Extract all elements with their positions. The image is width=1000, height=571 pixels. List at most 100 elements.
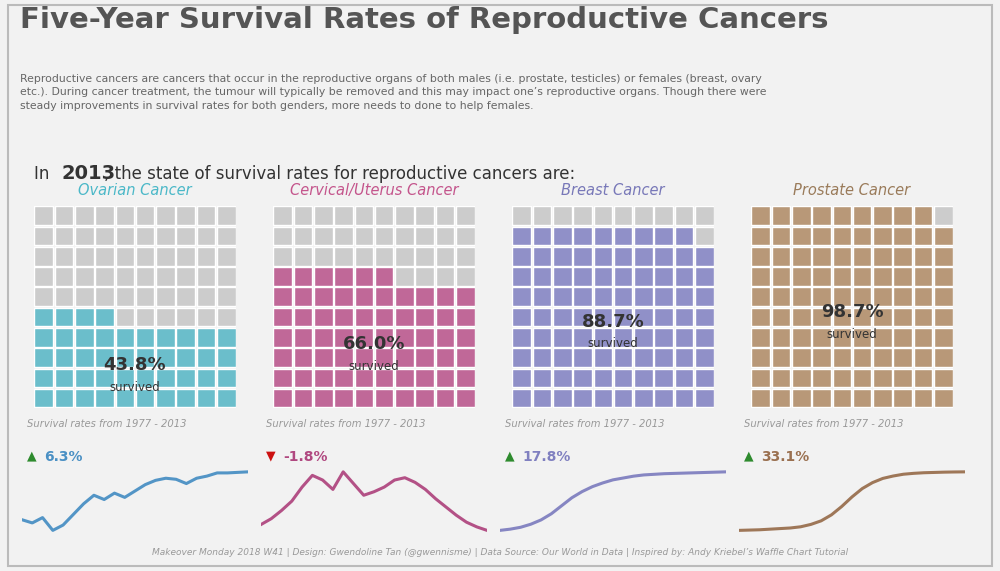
Bar (95, 287, 114, 306)
Bar (75, 287, 94, 306)
Bar (833, 267, 851, 286)
Bar (893, 348, 912, 367)
Bar (116, 328, 134, 347)
Bar (873, 348, 892, 367)
Bar (533, 227, 551, 246)
Bar (176, 206, 195, 225)
Bar (614, 206, 632, 225)
Bar (273, 247, 292, 266)
Bar (914, 389, 932, 408)
Bar (573, 368, 592, 387)
Bar (116, 247, 134, 266)
Bar (594, 328, 612, 347)
Bar (853, 206, 871, 225)
Bar (314, 348, 333, 367)
Bar (751, 328, 770, 347)
Bar (436, 328, 454, 347)
Bar (334, 328, 353, 347)
Bar (573, 267, 592, 286)
Bar (893, 328, 912, 347)
Bar (136, 247, 154, 266)
Bar (34, 368, 53, 387)
Bar (294, 308, 312, 327)
Bar (833, 247, 851, 266)
Bar (176, 267, 195, 286)
Bar (934, 267, 953, 286)
Bar (314, 389, 333, 408)
Bar (512, 389, 531, 408)
Bar (853, 368, 871, 387)
Bar (136, 328, 154, 347)
Bar (772, 389, 790, 408)
Bar (75, 206, 94, 225)
Bar (156, 308, 175, 327)
Bar (375, 287, 393, 306)
Bar (95, 247, 114, 266)
Bar (614, 267, 632, 286)
Bar (273, 227, 292, 246)
Bar (792, 287, 811, 306)
Bar (314, 368, 333, 387)
Bar (375, 389, 393, 408)
Bar (395, 348, 414, 367)
Bar (314, 247, 333, 266)
Bar (197, 206, 215, 225)
Bar (55, 287, 73, 306)
Bar (334, 389, 353, 408)
Bar (614, 247, 632, 266)
Bar (934, 206, 953, 225)
Bar (294, 287, 312, 306)
Bar (792, 206, 811, 225)
Bar (573, 247, 592, 266)
Bar (55, 328, 73, 347)
Bar (772, 287, 790, 306)
Bar (136, 287, 154, 306)
Bar (314, 227, 333, 246)
Bar (792, 328, 811, 347)
Bar (654, 206, 673, 225)
Bar (893, 287, 912, 306)
Bar (553, 389, 572, 408)
Bar (75, 227, 94, 246)
Text: ▲: ▲ (505, 449, 514, 463)
Bar (436, 287, 454, 306)
Bar (415, 328, 434, 347)
Bar (75, 267, 94, 286)
Bar (294, 368, 312, 387)
Bar (634, 287, 653, 306)
Bar (34, 267, 53, 286)
Bar (594, 348, 612, 367)
Bar (573, 389, 592, 408)
Bar (217, 389, 236, 408)
Bar (375, 227, 393, 246)
Bar (512, 206, 531, 225)
Bar (792, 267, 811, 286)
Text: Reproductive cancers are cancers that occur in the reproductive organs of both m: Reproductive cancers are cancers that oc… (20, 74, 767, 111)
Bar (675, 328, 693, 347)
Bar (95, 227, 114, 246)
Bar (176, 308, 195, 327)
Bar (533, 308, 551, 327)
Text: ▼: ▼ (266, 449, 275, 463)
Bar (893, 308, 912, 327)
Bar (197, 227, 215, 246)
Text: -1.8%: -1.8% (284, 449, 328, 464)
Bar (553, 308, 572, 327)
Bar (812, 206, 831, 225)
Bar (156, 227, 175, 246)
Bar (334, 308, 353, 327)
Bar (893, 267, 912, 286)
Bar (136, 227, 154, 246)
Bar (614, 227, 632, 246)
Bar (95, 328, 114, 347)
Bar (751, 247, 770, 266)
Bar (334, 368, 353, 387)
Bar (273, 287, 292, 306)
Bar (436, 206, 454, 225)
Bar (512, 348, 531, 367)
Text: Survival rates from 1977 - 2013: Survival rates from 1977 - 2013 (27, 419, 186, 429)
Bar (573, 227, 592, 246)
Bar (217, 308, 236, 327)
Bar (914, 227, 932, 246)
Bar (873, 308, 892, 327)
